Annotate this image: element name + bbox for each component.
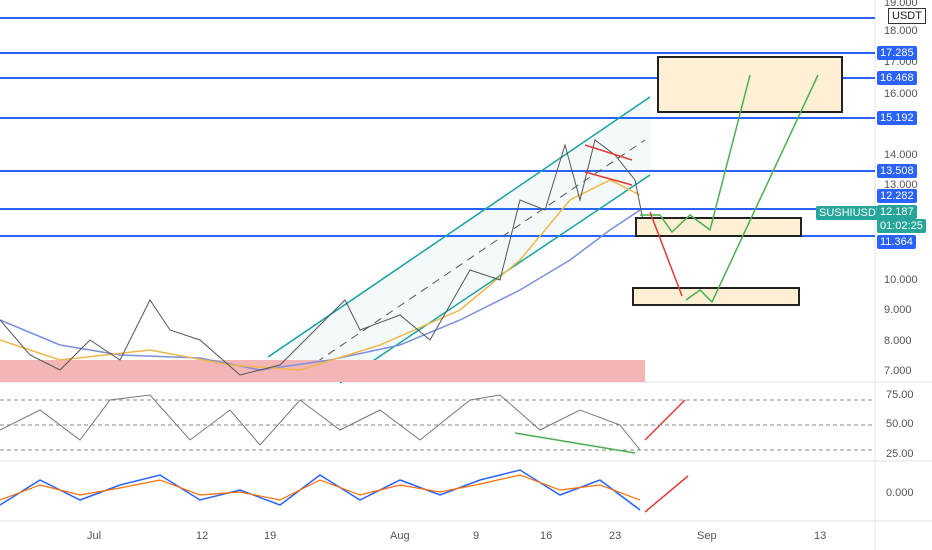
price-tick-label: 16.000 [884, 88, 918, 100]
symbol-price: 12.187 [877, 205, 917, 219]
level-label: 17.285 [877, 46, 917, 60]
price-tick-label: 8.000 [884, 335, 912, 347]
level-label: 12.282 [877, 189, 917, 203]
rsi-tick-label: 75.00 [886, 389, 914, 401]
price-tick-label: 13.000 [884, 179, 918, 191]
price-unit: USDT [888, 8, 926, 24]
countdown: 01:02:25 [877, 219, 926, 233]
price-tick-label: 7.000 [884, 365, 912, 377]
price-tick-label: 19.000 [884, 0, 918, 9]
price-tick-label: 9.000 [884, 304, 912, 316]
time-tick-label: 9 [473, 530, 480, 542]
macd-tick-label: 0.000 [886, 487, 914, 499]
time-tick-label: Jul [87, 530, 102, 542]
time-tick-label: Aug [390, 530, 410, 542]
time-tick-label: 19 [264, 530, 277, 542]
time-tick-label: 23 [609, 530, 622, 542]
time-tick-label: 16 [540, 530, 553, 542]
time-tick-label: 13 [814, 530, 827, 542]
level-label: 15.192 [877, 111, 917, 125]
time-tick-label: 12 [196, 530, 209, 542]
price-tick-label: 10.000 [884, 274, 918, 286]
level-label: 13.508 [877, 164, 917, 178]
price-tick-label: 18.000 [884, 25, 918, 37]
rsi-tick-label: 50.00 [886, 418, 914, 430]
rsi-tick-label: 25.00 [886, 448, 914, 460]
symbol-name: SUSHIUSDT [816, 206, 886, 220]
level-label: 11.364 [877, 235, 916, 249]
time-tick-label: Sep [697, 530, 717, 542]
level-label: 16.468 [877, 71, 917, 85]
price-tick-label: 14.000 [884, 149, 918, 161]
